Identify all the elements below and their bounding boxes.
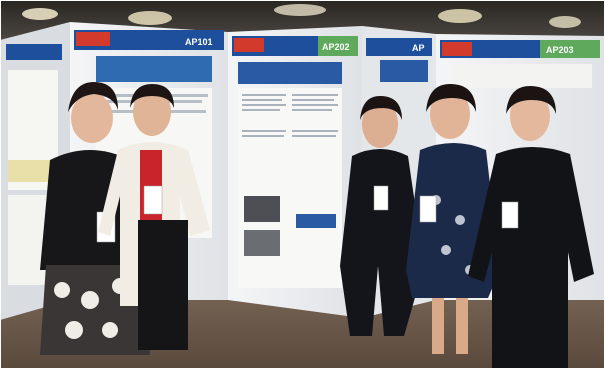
board-4-code: AP203 <box>546 45 574 55</box>
board-1-code: AP101 <box>185 37 213 47</box>
person-5 <box>468 86 594 369</box>
board-2-code: AP202 <box>322 42 350 52</box>
person-2 <box>98 84 210 350</box>
person-3 <box>340 96 424 336</box>
board-3-code: AP <box>412 43 425 53</box>
ceiling-lights <box>22 4 581 28</box>
poster-board-2: AP202 <box>228 26 362 318</box>
